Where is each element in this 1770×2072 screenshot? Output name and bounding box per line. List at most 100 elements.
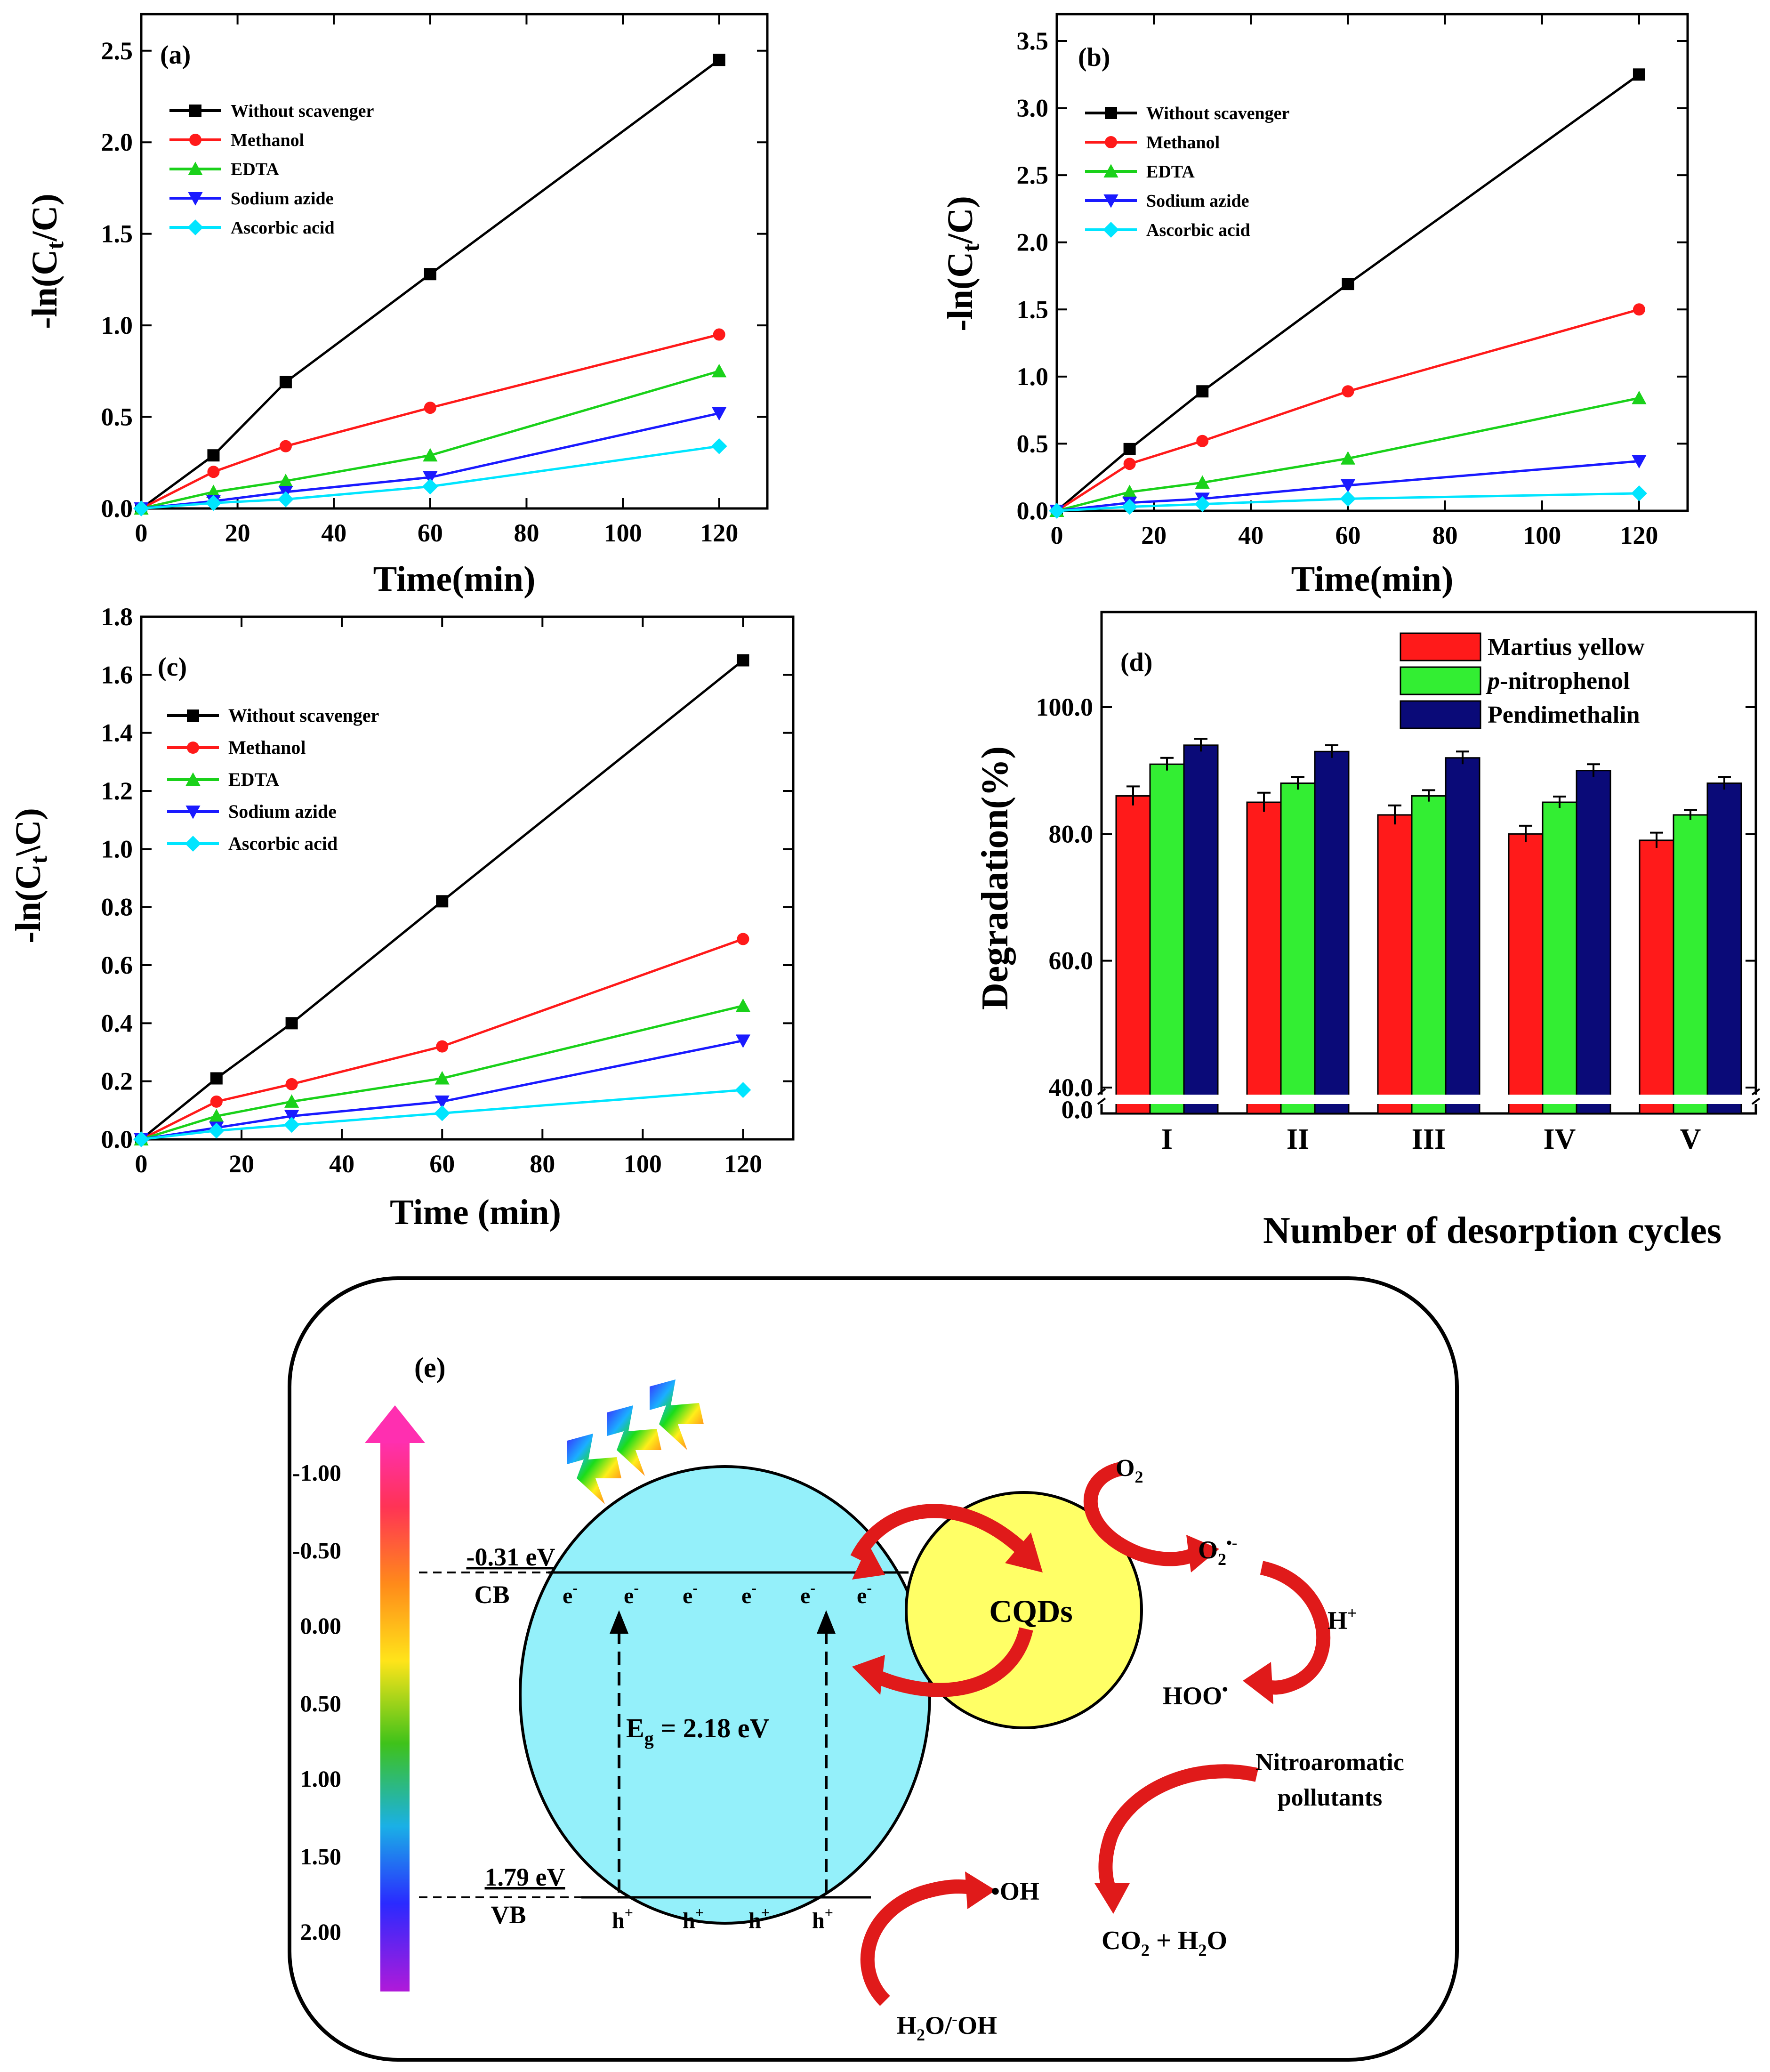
axes: 0 20 40 60 80 100 120 0.0 0.5 1.0 1.5 2.0 2.5 3.0 3.5 (1017, 14, 1688, 549)
data-point (1103, 194, 1118, 208)
cqds-label: CQDs (989, 1593, 1073, 1629)
electron-symbol: e- (800, 1579, 815, 1608)
y-tick-label: 60.0 (1049, 947, 1094, 975)
legend-label: EDTA (228, 769, 279, 790)
bar (1411, 795, 1447, 1114)
y-tick-label: 1.5 (1017, 295, 1049, 323)
scale-label: 0.00 (300, 1612, 342, 1639)
y-tick-label: 80.0 (1049, 820, 1094, 848)
data-point (1196, 385, 1209, 398)
y-axis-label: -ln(Ct/C) (941, 196, 984, 331)
legend-label: p-nitrophenol (1486, 668, 1630, 694)
transfer-arrow (873, 1627, 1033, 1697)
data-point (206, 484, 221, 498)
data-point (1631, 485, 1647, 501)
y-tick-label: 1.0 (101, 835, 133, 863)
data-point (133, 1131, 149, 1147)
bar (1576, 770, 1611, 1114)
data-point (1123, 443, 1136, 455)
lightning-bolt-icon (607, 1405, 661, 1476)
bar (1673, 814, 1708, 1114)
oxidation-arrow (860, 1879, 976, 2006)
bar (1280, 782, 1316, 1114)
lightning-bolt-icon (650, 1379, 704, 1450)
legend-label: Without scavenger (1146, 104, 1289, 123)
x-tick-label: 80 (530, 1150, 555, 1178)
x-tick-label: 0 (1051, 521, 1063, 549)
data-point (188, 161, 203, 175)
x-tick-label: 40 (321, 519, 346, 547)
electron-symbol: e- (624, 1579, 639, 1608)
scale-label: 1.00 (300, 1766, 342, 1792)
y-tick-label: 2.5 (101, 37, 133, 65)
arrow-head-icon (852, 1544, 885, 1580)
data-point (434, 1071, 450, 1085)
oxygen-label: O2 (1116, 1455, 1143, 1486)
legend-label: Ascorbic acid (228, 833, 338, 854)
bars (1097, 738, 1761, 1114)
x-tick-label: 20 (1141, 521, 1167, 549)
legend-label: Methanol (228, 737, 306, 758)
x-axis-label: Time(min) (1291, 559, 1454, 599)
data-point (436, 895, 449, 908)
data-point (712, 407, 727, 421)
data-point (284, 1110, 299, 1124)
bar (1149, 763, 1185, 1114)
chart-panel-a: 0 20 40 60 80 100 120 0.0 0.5 1.0 1.5 2.0 2.5 Withou… (25, 13, 769, 599)
mechanism-diagram: (e) -1.00 -0.50 0.00 0.50 1.00 1.50 2.00… (288, 1276, 1459, 2062)
cb-label: CB (474, 1580, 509, 1609)
data-point (711, 438, 727, 454)
x-tick-label: 80 (514, 519, 539, 547)
cqds-particle (905, 1491, 1143, 1729)
bar (1246, 801, 1282, 1114)
axis-break-mark (1751, 1097, 1761, 1105)
data-point (1632, 390, 1647, 404)
data-point (422, 478, 438, 495)
x-axis-label: Time(min) (373, 559, 536, 599)
x-tick-label: III (1412, 1123, 1446, 1155)
bar (1314, 750, 1350, 1114)
data-point (1340, 491, 1356, 507)
legend-label: EDTA (1146, 162, 1195, 182)
energy-scale: -1.00 -0.50 0.00 0.50 1.00 1.50 2.00 (292, 1405, 425, 1991)
series-lines (133, 54, 727, 516)
axis-break-mark (1097, 1097, 1106, 1105)
y-tick-label: 0.6 (101, 951, 133, 979)
vb-label: VB (491, 1901, 526, 1929)
legend-label: Ascorbic acid (231, 218, 335, 238)
legend-label: Methanol (231, 130, 304, 150)
energy-gradient-bar (380, 1441, 410, 1991)
y-tick-label: 0.0 (1062, 1096, 1094, 1124)
y-tick-label: 2.0 (101, 128, 133, 156)
legend-swatch (1400, 666, 1481, 695)
x-tick-label: 100 (1523, 521, 1561, 549)
y-tick-label: 3.5 (1017, 27, 1049, 55)
legend-label: Martius yellow (1488, 634, 1645, 661)
data-point (1340, 451, 1356, 465)
x-tick-label: I (1161, 1123, 1173, 1155)
chart-panel-b: 0 20 40 60 80 100 1200.00.51.01.52.02.53.03.5 … (941, 13, 1689, 599)
legend-swatch (1400, 700, 1481, 729)
x-tick-label: 40 (1238, 521, 1263, 549)
legend-label: Ascorbic acid (1146, 220, 1250, 240)
data-point (283, 1117, 300, 1133)
legend-label: Sodium azide (231, 189, 334, 209)
data-point (1105, 136, 1117, 148)
legend: Martius yellow p-nitrophenol Pendimethalin (1400, 632, 1645, 729)
x-tick-label: 120 (724, 1150, 762, 1178)
y-tick-label: 100.0 (1036, 693, 1094, 721)
data-point (1633, 303, 1645, 316)
x-tick-label: 60 (418, 519, 443, 547)
arrow-head-icon (852, 1655, 885, 1695)
y-tick-label: 3.0 (1017, 94, 1049, 122)
data-point (1103, 164, 1118, 177)
x-tick-label: V (1680, 1123, 1701, 1155)
data-point (207, 449, 220, 462)
cb-potential: -0.31 eV (467, 1543, 555, 1571)
legend-label-text: -nitrophenol (1500, 668, 1630, 694)
y-tick-label: 1.5 (101, 220, 133, 248)
data-point (436, 1040, 449, 1053)
data-point (1195, 475, 1210, 489)
